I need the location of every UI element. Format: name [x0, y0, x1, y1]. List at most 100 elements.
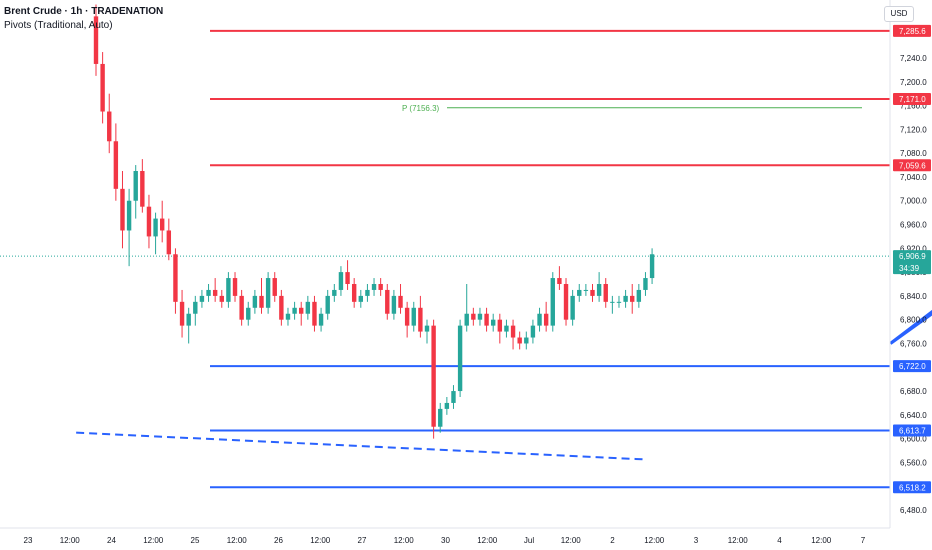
candle-body [517, 337, 522, 344]
candle-body [550, 278, 555, 326]
candle [338, 266, 344, 296]
candle [206, 284, 211, 302]
candle-body [424, 325, 430, 332]
time-tick-label: 12:00 [477, 536, 498, 545]
price-tick-label: 6,920.0 [900, 244, 927, 253]
time-tick-label: 4 [777, 536, 782, 545]
candle-body [510, 325, 516, 338]
time-tick-label: Jul [524, 536, 534, 545]
candle-body [649, 254, 655, 279]
candle-body [385, 289, 390, 314]
candle-body [557, 278, 562, 284]
price-tick-label: 6,600.0 [900, 435, 927, 444]
candle-body [299, 307, 304, 314]
price-tag: 6,906.9 34:39 [893, 250, 931, 275]
candle [385, 284, 390, 320]
candle-body [285, 313, 291, 320]
currency-badge[interactable]: USD [884, 6, 914, 22]
time-tick-label: 27 [358, 536, 367, 545]
price-tick-label: 6,560.0 [900, 458, 927, 467]
price-tag-bg [893, 250, 931, 275]
candle-body [219, 295, 224, 302]
candle-body [133, 171, 138, 201]
time-tick-label: 26 [274, 536, 283, 545]
candle [232, 272, 238, 302]
candle [649, 248, 655, 284]
candle [365, 284, 370, 302]
candle [259, 278, 264, 314]
candle [166, 218, 172, 261]
candle [491, 313, 496, 332]
candle-body [636, 289, 642, 302]
candle [636, 284, 642, 308]
candle-body [603, 284, 608, 302]
candle [265, 272, 271, 314]
up-arrow-annotation [889, 309, 932, 345]
candle-body [173, 254, 178, 302]
candle-body [398, 295, 403, 308]
candle [398, 284, 403, 314]
price-tick-label: 7,160.0 [900, 102, 927, 111]
candle [497, 313, 503, 344]
time-tick-label: 12:00 [227, 536, 248, 545]
candle-body [610, 301, 615, 303]
candle-body [504, 325, 509, 332]
chart-title: Brent Crude · 1h · TRADENATION [4, 6, 164, 17]
candle [153, 212, 158, 255]
price-tag-bg [893, 93, 931, 106]
pivot-p-label: P (7156.3) [402, 104, 440, 113]
candle-body [643, 278, 648, 290]
candle-body [193, 301, 198, 314]
candle [173, 248, 178, 314]
candle [411, 301, 416, 332]
time-tick-label: 12:00 [644, 536, 665, 545]
candle [623, 289, 628, 308]
time-axis: 23 12:00 24 12:00 25 12:00 26 12:00 27 12:00 30 12:… [0, 527, 890, 545]
price-tick-label: 6,640.0 [900, 411, 927, 420]
time-tick-label: 24 [107, 536, 116, 545]
candle-body [451, 391, 456, 403]
candle-body [140, 171, 145, 207]
candle-body [305, 301, 311, 314]
price-tick-label: 7,120.0 [900, 125, 927, 134]
price-tag-bg [893, 424, 931, 437]
candle-body [391, 295, 397, 314]
candle [616, 295, 622, 308]
candle [603, 278, 608, 308]
indicator-label: Pivots (Traditional, Auto) [4, 20, 113, 31]
candle-body [444, 402, 450, 409]
price-tag-label: 6,906.9 [899, 252, 926, 261]
candle [557, 266, 562, 290]
candle-body [570, 295, 575, 320]
candle-body [530, 325, 536, 338]
candle [630, 284, 635, 314]
pivot-levels: P (7156.3) [0, 29, 890, 489]
candle-body [543, 313, 549, 326]
candle-body [411, 307, 416, 326]
candle [252, 289, 258, 314]
price-tag: 6,613.7 [893, 424, 931, 437]
price-tag-bg [893, 481, 931, 494]
candle [484, 307, 489, 332]
candle-body [160, 218, 165, 231]
candle-body [292, 307, 297, 314]
price-tick-label: 6,800.0 [900, 316, 927, 325]
candle [120, 171, 125, 249]
candle-body [563, 284, 569, 320]
candle-body [351, 284, 357, 302]
candle [179, 289, 185, 338]
candle-body [252, 295, 258, 308]
candle-body [332, 289, 337, 296]
candle-body [630, 295, 635, 302]
time-tick-label: 12:00 [310, 536, 331, 545]
candle [272, 272, 277, 302]
candle-body [358, 295, 363, 302]
price-tick-label: 7,240.0 [900, 54, 927, 63]
candle [537, 307, 542, 332]
candle [219, 289, 224, 308]
candle [193, 295, 198, 326]
candle-body [378, 284, 383, 290]
candle-body [338, 272, 344, 290]
price-tag-bg [893, 24, 931, 37]
